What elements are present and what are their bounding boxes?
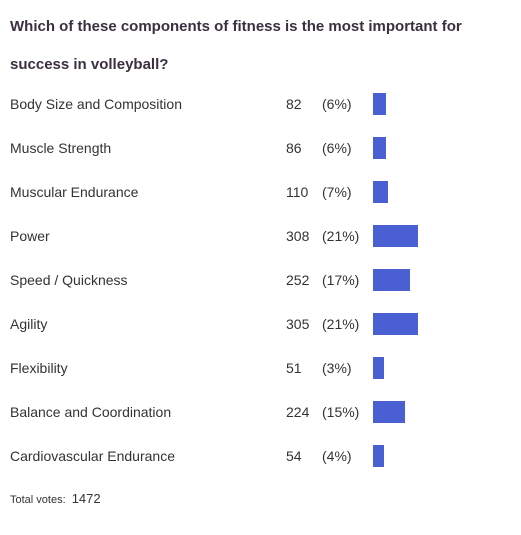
option-percent: (6%): [322, 96, 352, 112]
poll-option-row: Flexibility 51 (3%): [0, 347, 521, 391]
option-percent: (17%): [322, 272, 360, 288]
option-percent: (15%): [322, 404, 360, 420]
poll-option-row: Balance and Coordination 224 (15%): [0, 391, 521, 435]
option-bar: [373, 445, 384, 467]
option-percent: (21%): [322, 228, 360, 244]
poll-option-row: Cardiovascular Endurance 54 (4%): [0, 435, 521, 479]
option-votes: 224: [286, 404, 310, 420]
total-votes: Total votes: 1472: [10, 491, 101, 506]
option-percent: (7%): [322, 184, 352, 200]
option-votes: 51: [286, 360, 302, 376]
poll-option-row: Speed / Quickness 252 (17%): [0, 259, 521, 303]
poll-option-row: Muscle Strength 86 (6%): [0, 127, 521, 171]
poll-option-row: Power 308 (21%): [0, 215, 521, 259]
total-votes-value: 1472: [71, 491, 101, 506]
option-votes: 252: [286, 272, 310, 288]
option-label: Flexibility: [10, 360, 68, 376]
option-votes: 54: [286, 448, 302, 464]
option-votes: 110: [286, 184, 309, 200]
option-percent: (3%): [322, 360, 352, 376]
option-votes: 82: [286, 96, 302, 112]
option-bar: [373, 269, 410, 291]
poll-option-row: Muscular Endurance 110 (7%): [0, 171, 521, 215]
option-bar: [373, 401, 405, 423]
poll-option-row: Agility 305 (21%): [0, 303, 521, 347]
option-percent: (6%): [322, 140, 352, 156]
option-label: Agility: [10, 316, 48, 332]
option-label: Muscle Strength: [10, 140, 112, 156]
option-bar: [373, 137, 386, 159]
option-label: Muscular Endurance: [10, 184, 139, 200]
option-votes: 86: [286, 140, 302, 156]
option-bar: [373, 357, 384, 379]
option-votes: 308: [286, 228, 310, 244]
option-label: Power: [10, 228, 50, 244]
option-label: Body Size and Composition: [10, 96, 182, 112]
option-percent: (21%): [322, 316, 360, 332]
poll-results: Body Size and Composition 82 (6%) Muscle…: [0, 83, 521, 479]
option-bar: [373, 313, 418, 335]
option-bar: [373, 93, 386, 115]
option-votes: 305: [286, 316, 310, 332]
option-bar: [373, 181, 388, 203]
poll-option-row: Body Size and Composition 82 (6%): [0, 83, 521, 127]
option-bar: [373, 225, 418, 247]
total-votes-label: Total votes:: [10, 494, 66, 506]
option-label: Balance and Coordination: [10, 404, 172, 420]
option-label: Speed / Quickness: [10, 272, 128, 288]
poll-question: Which of these components of fitness is …: [10, 18, 462, 73]
option-label: Cardiovascular Endurance: [10, 448, 175, 464]
option-percent: (4%): [322, 448, 352, 464]
